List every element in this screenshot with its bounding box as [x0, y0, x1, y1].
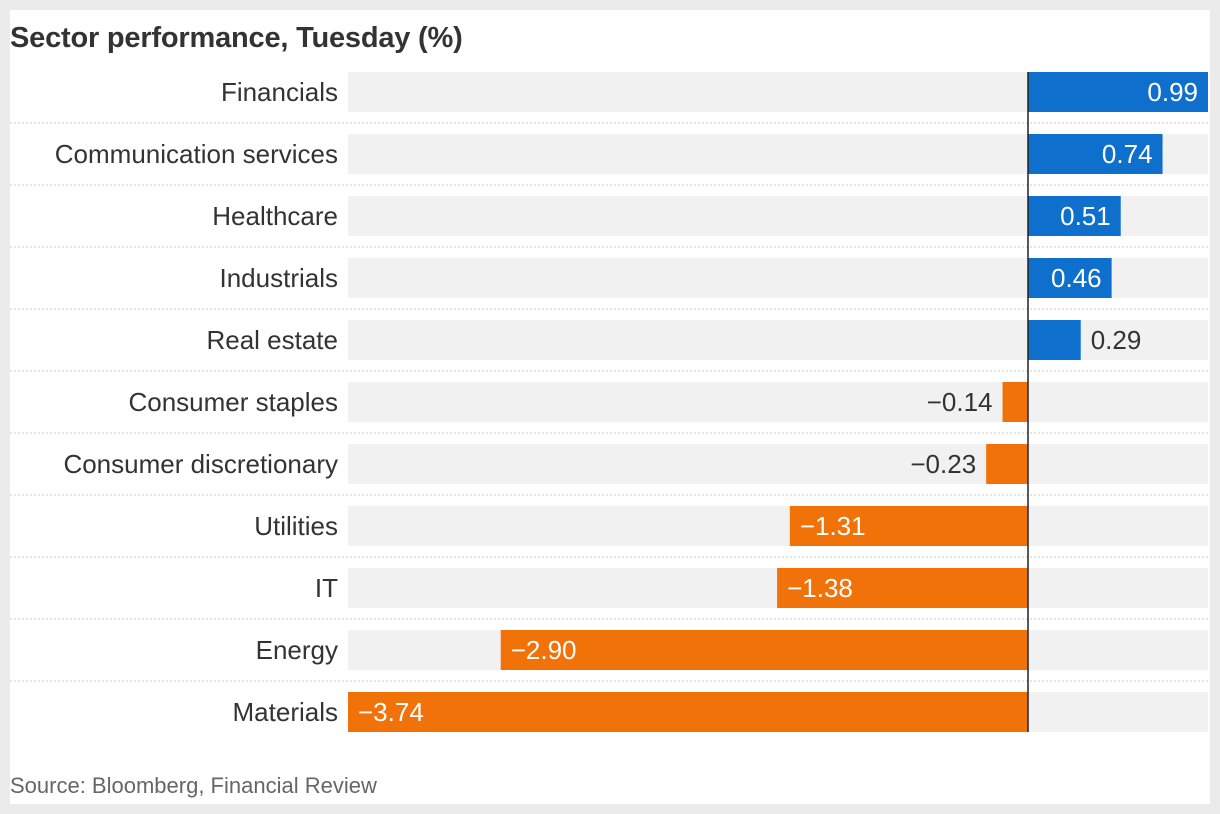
category-label: Communication services — [55, 139, 338, 169]
bar-track — [348, 382, 1208, 422]
value-label: −2.90 — [511, 635, 577, 665]
bar-positive — [1028, 72, 1208, 112]
value-label: −1.38 — [787, 573, 853, 603]
category-label: Consumer discretionary — [63, 449, 338, 479]
category-label: Materials — [233, 697, 338, 727]
chart-card: Sector performance, Tuesday (%) Financia… — [10, 10, 1210, 804]
value-label: −3.74 — [358, 697, 424, 727]
bar-negative — [348, 692, 1028, 732]
value-label: −1.31 — [800, 511, 866, 541]
bar-track — [348, 506, 1208, 546]
value-label: −0.23 — [910, 449, 976, 479]
value-label: 0.74 — [1102, 139, 1153, 169]
bar-negative — [789, 506, 1028, 546]
bar-track — [348, 444, 1208, 484]
category-label: Healthcare — [212, 201, 338, 231]
bar-positive — [1028, 320, 1081, 360]
bar-negative — [777, 568, 1028, 608]
source-note: Source: Bloomberg, Financial Review — [10, 773, 377, 798]
category-label: Financials — [221, 77, 338, 107]
bar-negative — [1002, 382, 1028, 422]
bar-chart: Financials 0.99 Communication services 0.74… — [10, 72, 1210, 732]
bar-positive — [1028, 134, 1163, 174]
value-label: 0.46 — [1051, 263, 1102, 293]
bar-positive — [1028, 258, 1112, 298]
category-label: Real estate — [206, 325, 338, 355]
bar-positive — [1028, 196, 1121, 236]
category-label: Consumer staples — [128, 387, 338, 417]
bar-negative — [986, 444, 1028, 484]
chart-title: Sector performance, Tuesday (%) — [10, 22, 463, 54]
category-label: Utilities — [254, 511, 338, 541]
value-label: 0.51 — [1060, 201, 1111, 231]
bar-negative — [500, 630, 1028, 670]
value-label: −0.14 — [927, 387, 993, 417]
category-label: Industrials — [220, 263, 339, 293]
value-label: 0.99 — [1147, 77, 1198, 107]
value-label: 0.29 — [1091, 325, 1142, 355]
category-label: Energy — [256, 635, 338, 665]
category-label: IT — [315, 573, 338, 603]
